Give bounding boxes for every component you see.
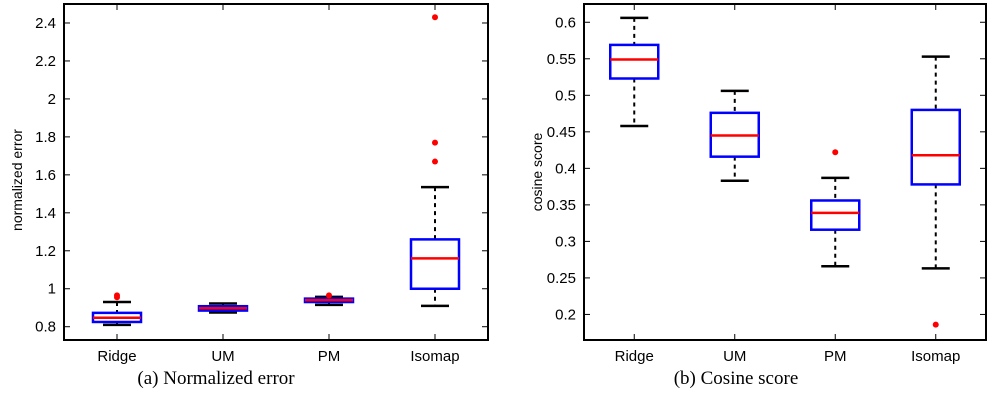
outlier-point <box>114 292 120 299</box>
y-tick-label: 1.4 <box>35 205 56 222</box>
y-tick-label: 0.45 <box>547 124 576 141</box>
outlier-point <box>432 158 438 165</box>
outlier-point <box>932 321 939 328</box>
panel-caption: (a) Normalized error <box>137 368 295 389</box>
y-tick-label: 0.6 <box>555 14 576 31</box>
x-tick-label: UM <box>211 348 234 365</box>
y-tick-label: 0.4 <box>555 160 576 177</box>
y-tick-label: 1 <box>48 281 56 298</box>
y-axis-label: normalized error <box>9 129 25 231</box>
box-isomap <box>409 14 461 308</box>
x-tick-label: PM <box>318 348 341 365</box>
y-tick-label: 2 <box>48 91 56 108</box>
x-tick-label: UM <box>723 348 746 365</box>
axes-frame <box>63 3 489 341</box>
y-tick-label: 0.8 <box>35 319 56 336</box>
iqr-box <box>910 108 961 186</box>
x-tick-label: Isomap <box>911 348 960 365</box>
y-tick-label: 0.3 <box>555 233 576 250</box>
y-tick-label: 1.2 <box>35 243 56 260</box>
box-ridge <box>91 292 143 327</box>
y-tick-label: 0.25 <box>547 270 576 287</box>
panel-normalized-error: normalized error (a) Normalized error 0.… <box>9 3 489 389</box>
panel-cosine-score: cosine score (b) Cosine score 0.2 0.25 0.3… <box>529 3 987 389</box>
x-tick-label: Ridge <box>97 348 136 365</box>
y-tick-label: 0.55 <box>547 51 576 68</box>
y-tick-label: 1.8 <box>35 129 56 146</box>
y-tick-label: 0.2 <box>555 306 576 323</box>
outlier-point <box>432 14 438 21</box>
box-um <box>709 89 760 183</box>
y-tick-label: 0.5 <box>555 87 576 104</box>
box-pm <box>810 149 861 268</box>
outlier-point <box>832 149 839 156</box>
x-tick-label: Ridge <box>615 348 654 365</box>
x-tick-label: PM <box>824 348 847 365</box>
iqr-box <box>409 238 461 290</box>
outlier-point <box>432 139 438 146</box>
y-tick-label: 0.35 <box>547 197 576 214</box>
y-tick-label: 2.4 <box>35 15 56 32</box>
y-axis-label: cosine score <box>529 132 545 211</box>
box-pm <box>303 292 355 307</box>
x-tick-label: Isomap <box>410 348 459 365</box>
box-um <box>197 302 249 314</box>
y-tick-label: 2.2 <box>35 53 56 70</box>
iqr-box <box>810 199 861 231</box>
axes-frame <box>583 3 987 341</box>
box-ridge <box>609 16 660 128</box>
panel-caption: (b) Cosine score <box>674 368 799 389</box>
iqr-box <box>609 43 660 80</box>
box-isomap <box>910 55 961 328</box>
outlier-point <box>326 292 332 299</box>
y-tick-label: 1.6 <box>35 167 56 184</box>
